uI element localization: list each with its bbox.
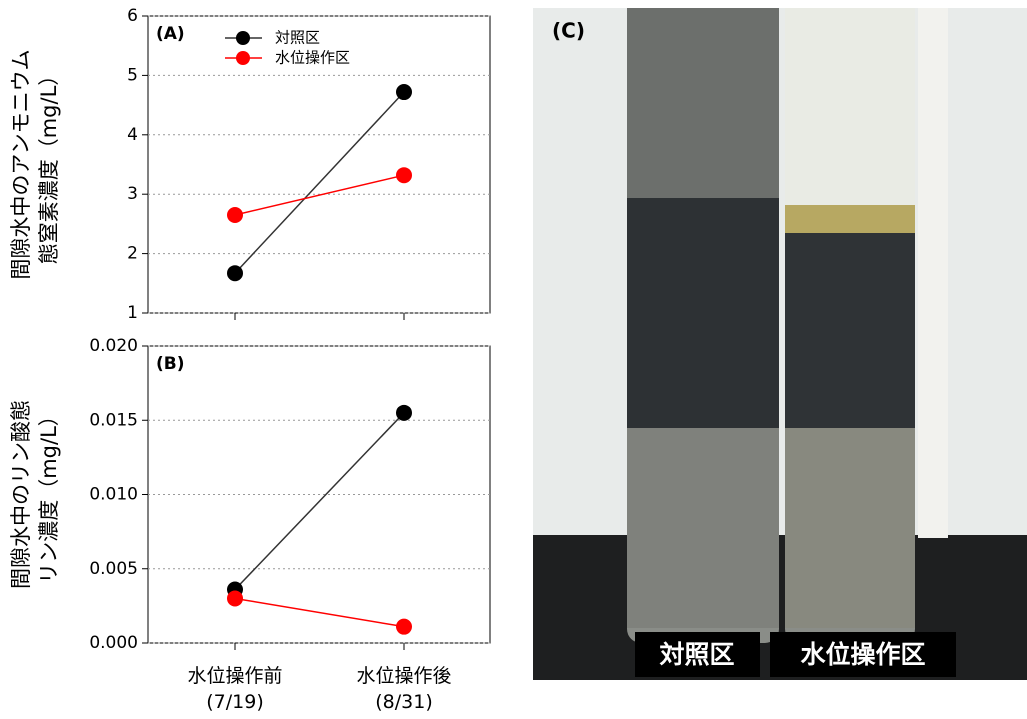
caption-box: [770, 632, 956, 677]
panel-label: (B): [156, 354, 185, 374]
point: [227, 590, 243, 607]
y-tick-label: 5: [127, 65, 138, 85]
y-tick-label: 0.015: [89, 410, 138, 430]
x-tick-label: 水位操作後 (8/31): [356, 665, 452, 713]
water-treatment: [785, 8, 915, 213]
y-axis-label: 間隙水中のリン酸態: [9, 400, 33, 589]
y-tick-label: 1: [127, 303, 138, 323]
panel-label: (A): [156, 24, 185, 44]
point: [396, 167, 412, 184]
point: [227, 265, 243, 282]
series-line: [234, 174, 405, 216]
legend-marker: [236, 51, 250, 65]
caption-box: [635, 632, 760, 677]
y-axis-label: リン濃度（mg/L）: [37, 405, 61, 584]
sediment-dark2: [785, 233, 915, 428]
y-tick-label: 4: [127, 125, 138, 145]
point: [227, 206, 243, 223]
wall: [533, 8, 1027, 538]
y-tick-label: 0.010: [89, 485, 138, 505]
sediment-dark: [627, 198, 779, 428]
caption: 対照区: [659, 640, 734, 669]
y-axis-label: 間隙水中のアンモニウム: [9, 49, 33, 279]
series-line: [234, 412, 405, 591]
caption: 水位操作区: [800, 640, 925, 669]
sediment-light: [627, 428, 779, 628]
legend-label: 対照区: [275, 29, 320, 47]
water-control: [627, 8, 779, 198]
legend-marker: [236, 31, 250, 45]
y-tick-label: 2: [127, 244, 138, 264]
y-tick-label: 6: [127, 6, 138, 26]
point: [396, 618, 412, 635]
ruler: [918, 8, 948, 538]
point: [396, 404, 412, 421]
y-tick-label: 0.005: [89, 559, 138, 579]
y-tick-label: 3: [127, 184, 138, 204]
point: [396, 84, 412, 101]
y-tick-label: 0.000: [89, 633, 138, 653]
oxidized-layer: [785, 205, 915, 233]
series-line: [234, 597, 405, 628]
y-tick-label: 0.020: [89, 336, 138, 356]
sediment-light2: [785, 428, 915, 628]
photo: (C) 対照区 水位操作区: [533, 8, 1027, 680]
y-axis-label: 態窒素濃度（mg/L）: [37, 65, 61, 265]
x-tick-label: 水位操作前 (7/19): [187, 665, 283, 713]
legend-label: 水位操作区: [275, 49, 350, 67]
panel-label: (C): [552, 19, 585, 43]
series-line: [234, 91, 405, 274]
